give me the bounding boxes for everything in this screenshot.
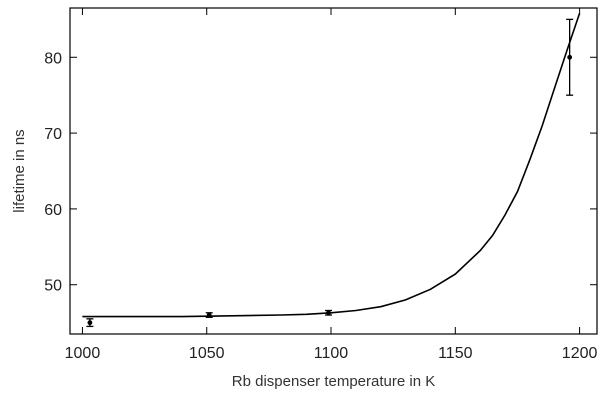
y-tick-label: 80 <box>44 50 62 67</box>
y-tick-label: 60 <box>44 202 62 219</box>
y-axis-title: lifetime in ns <box>11 129 28 212</box>
x-tick-label: 1100 <box>314 345 349 362</box>
plot-frame <box>69 7 598 335</box>
fit-curve-group <box>82 13 581 318</box>
x-tick-label: 1000 <box>65 345 101 362</box>
data-points-group <box>86 18 574 328</box>
data-point <box>206 312 212 318</box>
y-tick-label: 70 <box>44 126 62 143</box>
data-point <box>567 54 573 60</box>
data-point <box>87 320 93 326</box>
data-point <box>326 310 331 316</box>
x-tick-label: 1150 <box>438 345 473 362</box>
axis-ticks: 1000 1050 1100 1150 1200 50 60 70 80 <box>44 8 597 362</box>
x-tick-label: 1200 <box>562 345 598 362</box>
x-axis-title: Rb dispenser temperature in K <box>232 373 435 390</box>
fit-curve <box>82 13 581 318</box>
x-tick-label: 1050 <box>189 345 225 362</box>
y-tick-label: 50 <box>44 278 62 295</box>
